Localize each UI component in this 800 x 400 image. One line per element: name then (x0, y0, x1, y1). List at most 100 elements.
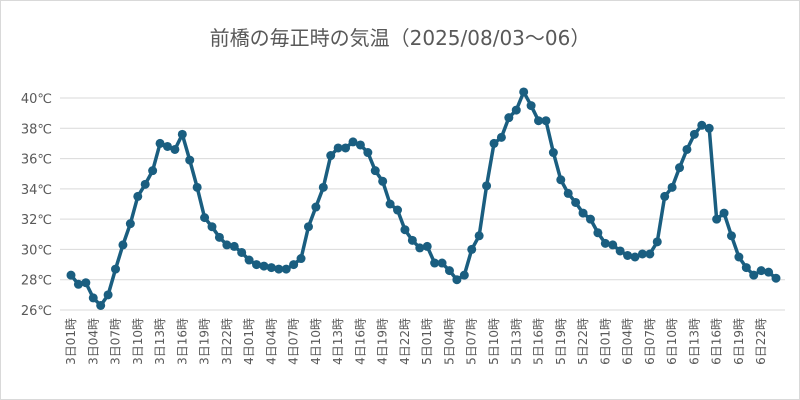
data-point (511, 105, 521, 115)
data-point (378, 176, 388, 186)
data-point (266, 263, 276, 273)
y-tick-label: 38℃ (21, 122, 52, 137)
x-tick-label: 5日16時 (532, 318, 546, 365)
x-tick-label: 3日19時 (198, 318, 212, 365)
data-point (682, 144, 692, 154)
data-point (741, 263, 751, 273)
data-point (318, 182, 328, 192)
data-point (712, 214, 722, 224)
data-point (548, 148, 558, 158)
x-tick-label: 6日07時 (643, 318, 657, 365)
data-point (281, 264, 291, 274)
data-point (645, 249, 655, 259)
data-point (608, 240, 618, 250)
x-tick-label: 3日16時 (175, 318, 189, 365)
x-tick-label: 5日04時 (442, 318, 456, 365)
data-point (274, 264, 284, 274)
data-point (177, 129, 187, 139)
x-tick-label: 5日19時 (554, 318, 568, 365)
data-point (519, 87, 529, 97)
data-point (326, 151, 336, 161)
data-point (430, 258, 440, 268)
x-tick-label: 4日04時 (264, 318, 278, 365)
chart-title: 前橋の毎正時の気温（2025/08/03～06） (209, 26, 591, 50)
data-point (170, 144, 180, 154)
data-point (749, 270, 759, 280)
x-tick-label: 5日13時 (509, 318, 523, 365)
data-point (660, 191, 670, 201)
data-point (200, 213, 210, 223)
data-point (407, 235, 417, 245)
data-point (689, 129, 699, 139)
x-tick-label: 4日22時 (398, 318, 412, 365)
data-point (88, 293, 98, 303)
data-point (675, 163, 685, 173)
data-point (162, 141, 172, 151)
data-point (259, 261, 269, 271)
data-point (237, 247, 247, 257)
data-point (311, 202, 321, 212)
data-point (704, 123, 714, 133)
data-point (118, 240, 128, 250)
x-tick-label: 6日16時 (710, 318, 724, 365)
x-tick-label: 6日19時 (732, 318, 746, 365)
x-tick-label: 5日10時 (487, 318, 501, 365)
x-tick-label: 5日07時 (465, 318, 479, 365)
data-point (96, 300, 106, 310)
data-point (333, 143, 343, 153)
y-tick-label: 28℃ (21, 274, 52, 289)
data-point (148, 166, 158, 176)
x-tick-label: 6日10時 (665, 318, 679, 365)
data-point (296, 254, 306, 264)
x-tick-label: 3日04時 (86, 318, 100, 365)
data-point (667, 182, 677, 192)
x-tick-label: 3日22時 (220, 318, 234, 365)
data-point (771, 273, 781, 283)
data-point (504, 113, 514, 123)
data-point (756, 266, 766, 276)
data-point (578, 208, 588, 218)
data-point (637, 249, 647, 259)
data-point (482, 181, 492, 191)
data-point (593, 228, 603, 238)
data-point (244, 255, 254, 265)
y-tick-label: 40℃ (21, 92, 52, 107)
data-point (571, 197, 581, 207)
data-point (400, 225, 410, 235)
x-tick-label: 4日01時 (242, 318, 256, 365)
x-tick-label: 4日07時 (287, 318, 301, 365)
data-point (303, 222, 313, 232)
x-tick-label: 6日04時 (621, 318, 635, 365)
data-point (489, 138, 499, 148)
y-tick-label: 30℃ (21, 243, 52, 258)
data-point (341, 143, 351, 153)
data-point (192, 182, 202, 192)
y-tick-label: 34℃ (21, 183, 52, 198)
x-tick-label: 5日01時 (420, 318, 434, 365)
data-point (600, 238, 610, 248)
data-point (214, 232, 224, 242)
data-point (437, 258, 447, 268)
data-point (155, 138, 165, 148)
data-point (252, 260, 262, 270)
x-tick-label: 6日13時 (687, 318, 701, 365)
data-point (452, 275, 462, 285)
data-point (585, 214, 595, 224)
x-tick-label: 3日01時 (64, 318, 78, 365)
data-point (207, 222, 217, 232)
x-tick-label: 6日22時 (754, 318, 768, 365)
data-point (623, 250, 633, 260)
data-point (348, 137, 358, 147)
x-tick-label: 4日13時 (331, 318, 345, 365)
x-tick-label: 4日16時 (353, 318, 367, 365)
y-tick-label: 26℃ (21, 304, 52, 319)
series-line (69, 90, 778, 308)
data-point (422, 241, 432, 251)
x-tick-label: 4日10時 (309, 318, 323, 365)
data-point (444, 266, 454, 276)
data-point (229, 241, 239, 251)
data-point (615, 246, 625, 256)
data-point (370, 166, 380, 176)
data-point (563, 188, 573, 198)
